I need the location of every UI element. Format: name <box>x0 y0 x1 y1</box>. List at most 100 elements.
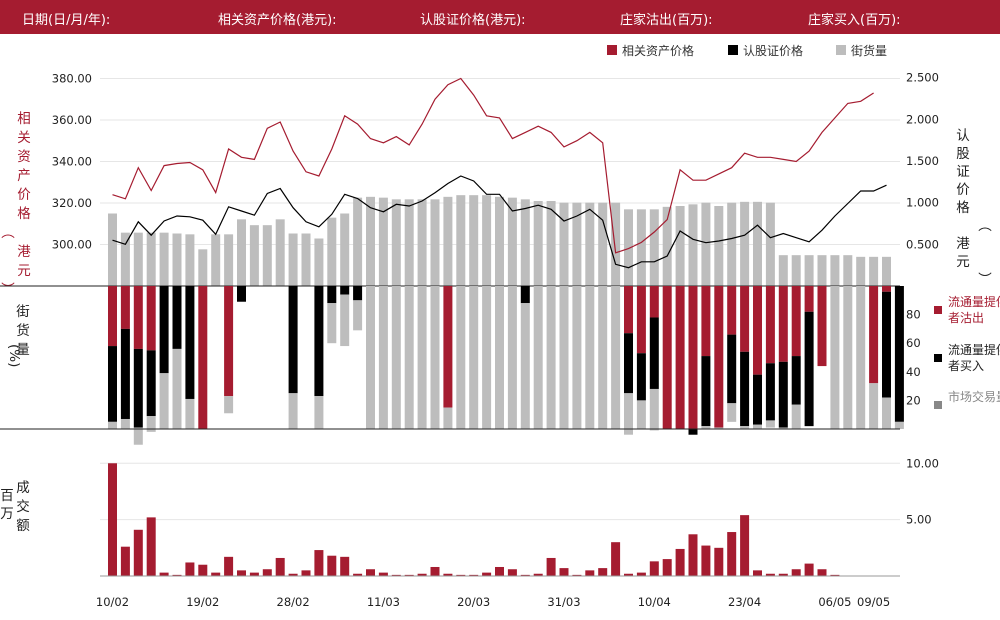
outstanding-bar <box>585 202 595 286</box>
left-axis-title-char: 资 <box>17 149 31 165</box>
lp-buy-bar <box>108 346 117 422</box>
market-volume-bar <box>159 373 169 429</box>
lp-buy-bar <box>649 317 659 389</box>
market-volume-bar <box>714 427 724 429</box>
left-axis-title-char: 价 <box>17 187 31 203</box>
lp-buy-bar <box>882 291 891 398</box>
outstanding-bar <box>791 255 801 286</box>
right-tick-label: 2.500 <box>906 71 939 85</box>
side-legend-swatch-3 <box>934 401 942 409</box>
turnover-tick-label: 5.00 <box>906 513 932 527</box>
outstanding-bar <box>611 202 621 286</box>
turnover-bar <box>249 572 259 576</box>
lp-sell-bar <box>146 286 156 351</box>
outstanding-bar <box>869 256 879 286</box>
market-volume-bar <box>585 286 595 429</box>
market-volume-bar <box>224 396 234 414</box>
date-tick-label: 31/03 <box>547 595 580 609</box>
outstanding-bar <box>314 238 324 286</box>
lp-sell-bar <box>882 286 891 292</box>
left-tick-label: 300.00 <box>52 237 92 251</box>
right-axis-title-char: 价 <box>956 182 970 198</box>
lp-buy-bar <box>159 286 169 374</box>
outstanding-bar <box>172 233 182 286</box>
turnover-bar <box>649 561 659 576</box>
lp-buy-bar <box>520 286 530 304</box>
outstanding-bar <box>146 232 156 286</box>
market-volume-bar <box>791 404 801 429</box>
side-legend-swatch-2 <box>934 354 942 362</box>
market-volume-bar <box>727 403 737 422</box>
market-volume-bar <box>133 427 143 445</box>
legend-swatch-2 <box>728 45 738 55</box>
left-tick-label: 360.00 <box>52 113 92 127</box>
lp-buy-bar <box>753 374 762 425</box>
market-volume-bar <box>391 286 401 429</box>
underlying-price-label: 相关资产价格(港元): <box>218 13 337 28</box>
outstanding-bar <box>817 255 827 286</box>
left-axis-title-char: 产 <box>17 168 31 184</box>
side-legend-label-3: 市场交易量 <box>948 389 1000 404</box>
lp-buy-bar <box>636 353 646 401</box>
right-axis-title-char: 证 <box>956 164 970 180</box>
pct-tick-label: 60 <box>906 336 921 350</box>
market-volume-bar <box>120 418 130 429</box>
turnover-bar <box>224 556 234 576</box>
turnover-bar <box>572 574 582 576</box>
lp-sell-bar <box>443 286 453 408</box>
turnover-bar <box>520 574 530 576</box>
outstanding-bar <box>353 197 363 286</box>
turnover-bar <box>598 568 608 576</box>
lp-sell-bar <box>804 286 814 312</box>
turnover-bar <box>469 574 479 576</box>
lp-sell-bar <box>753 286 762 375</box>
side-legend-label-1: 流通量提供 <box>948 294 1000 309</box>
turnover-bar <box>340 556 350 576</box>
outstanding-bar <box>404 199 414 286</box>
outstanding-bar <box>391 199 401 286</box>
turnover-bar <box>662 559 672 576</box>
turnover-bar <box>495 566 504 576</box>
market-volume-bar <box>314 396 324 429</box>
outstanding-bar <box>675 206 685 286</box>
left-tick-label: 320.00 <box>52 196 92 210</box>
lp-buy-bar <box>624 333 633 394</box>
turnover-axis-unit-char: 百 <box>0 488 14 504</box>
lp-sell-bar <box>688 286 698 429</box>
lp-sell-bar <box>120 286 130 329</box>
outstanding-bar <box>778 255 788 286</box>
left-tick-label: 380.00 <box>52 71 92 85</box>
date-tick-label: 20/03 <box>457 595 490 609</box>
legend-label-1: 相关资产价格 <box>622 43 694 58</box>
left-axis-title-char: 元 <box>17 263 31 279</box>
right-axis-title-char: ︵ <box>978 218 992 234</box>
turnover-bar <box>507 569 517 576</box>
side-legend-label-1-cont: 者沽出 <box>948 311 984 325</box>
market-volume-bar <box>701 426 711 429</box>
lp-buy-bar <box>133 348 143 428</box>
market-volume-bar <box>482 286 492 429</box>
outstanding-bar <box>533 201 543 286</box>
turnover-bar <box>391 574 401 576</box>
date-tick-label: 19/02 <box>186 595 219 609</box>
lp-buy-bar <box>288 286 298 394</box>
outstanding-bar <box>275 219 285 286</box>
market-volume-bar <box>366 286 375 429</box>
right-axis-title-char: 格 <box>956 200 970 216</box>
date-label: 日期(日/月/年): <box>22 13 111 28</box>
market-volume-bar <box>353 300 363 331</box>
market-volume-bar <box>753 424 762 429</box>
turnover-bar <box>456 574 466 576</box>
date-tick-label: 11/03 <box>367 595 400 609</box>
outstanding-bar <box>366 196 375 286</box>
market-volume-bar <box>108 421 117 429</box>
turnover-bar <box>688 534 698 576</box>
left-axis-title-char: ︶ <box>1 282 15 298</box>
lp-sell-bar <box>817 286 827 367</box>
lp-buy-bar <box>327 286 337 304</box>
lp-sell-bar <box>765 286 775 364</box>
lp-sell-bar <box>675 286 685 429</box>
market-volume-bar <box>430 286 440 429</box>
turnover-axis-title-char: 交 <box>16 498 30 515</box>
outstanding-bar <box>288 233 298 286</box>
